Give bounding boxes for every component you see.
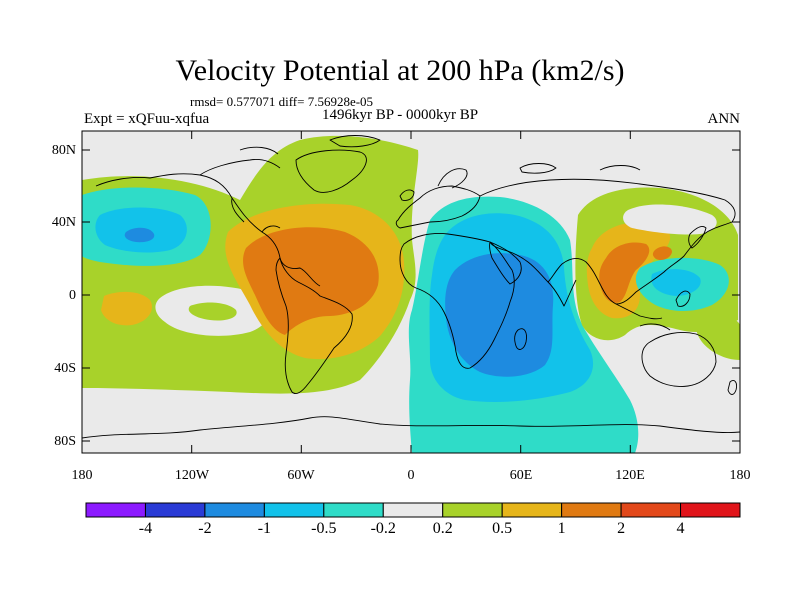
colorbar-swatch [204, 502, 265, 518]
lon-label: 0 [407, 468, 415, 483]
green-core-central-pacific [188, 302, 237, 321]
colorbar-label: -2 [198, 520, 212, 537]
lat-label: 80N [51, 143, 76, 158]
colorbar-swatch [382, 502, 444, 518]
lon-label: 60W [287, 468, 315, 483]
lat-label: 40S [54, 361, 76, 376]
colorbar-label: -4 [138, 520, 153, 537]
experiment-label: Expt = xQFuu-xqfua [84, 111, 210, 127]
blue-core-africa-indian-ocean [445, 253, 554, 377]
neutral-region-east-asia [623, 204, 717, 235]
colorbar-swatch [85, 502, 146, 518]
rmsd-diff-stats: rmsd= 0.577071 diff= 7.56928e-05 [190, 94, 374, 109]
colorbar-label: 0.2 [432, 520, 453, 537]
lon-label: 120W [174, 468, 210, 483]
colorbar-swatch [323, 502, 384, 518]
colorbar-swatch [680, 502, 741, 518]
colorbar-label: -1 [257, 520, 272, 537]
colorbar-swatch [144, 502, 206, 518]
axis-ticks [81, 131, 741, 453]
orange-region-north-pacific [652, 246, 672, 261]
orange-region-east-asia [599, 242, 650, 303]
colorbar-swatch [442, 502, 503, 518]
blue-core-northeast-pacific [124, 227, 155, 243]
chart-title: Velocity Potential at 200 hPa (km2/s) [175, 54, 625, 87]
season-label: ANN [707, 111, 741, 127]
cyan-region-west-pacific [651, 269, 701, 296]
yellow-region-west-pacific [101, 291, 152, 326]
lat-label: 40N [51, 215, 76, 230]
colorbar-label: -0.5 [311, 520, 337, 537]
coastlines [82, 135, 740, 439]
lon-label: 120E [615, 468, 645, 483]
colorbar-swatch [263, 502, 325, 518]
colorbar-label: 2 [617, 520, 626, 537]
time-period: 1496kyr BP - 0000kyr BP [322, 107, 479, 123]
colorbar-label: -0.2 [370, 520, 396, 537]
orange-region-tropical-americas [243, 227, 379, 335]
colorbar-label: 1 [557, 520, 566, 537]
lon-label: 180 [71, 468, 93, 483]
lat-label: 0 [69, 288, 76, 303]
lon-label: 180 [729, 468, 751, 483]
colorbar-swatch [620, 502, 682, 518]
colorbar-swatch [561, 502, 622, 518]
green-region-australia [696, 315, 740, 360]
colorbar-label: 4 [676, 520, 685, 537]
colorbar-label: 0.5 [492, 520, 513, 537]
lat-label: 80S [54, 434, 76, 449]
colorbar-swatch [501, 502, 563, 518]
lon-label: 60E [509, 468, 533, 483]
